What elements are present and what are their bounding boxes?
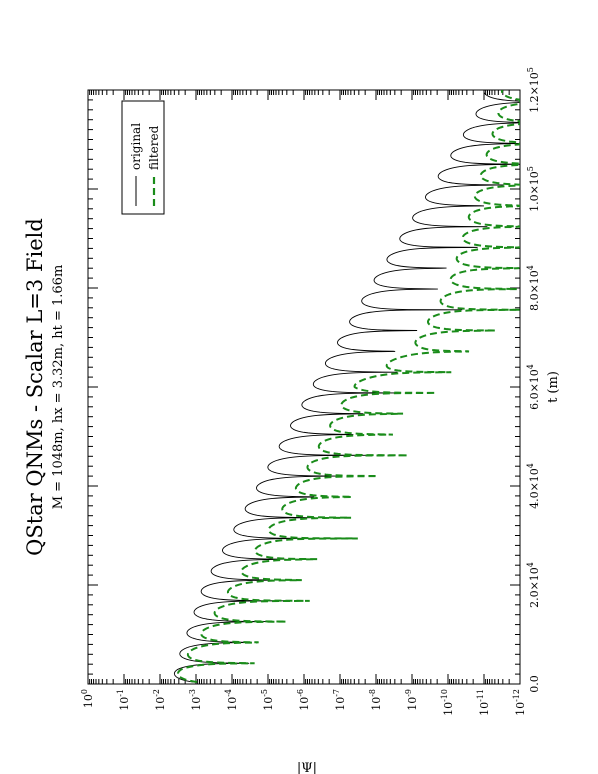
x-tick-label: 8.0×104 bbox=[526, 265, 541, 311]
y-tick-label: 10-8 bbox=[368, 689, 383, 711]
x-tick-label: 4.0×104 bbox=[526, 463, 541, 509]
legend-label-filtered: filtered bbox=[147, 125, 161, 170]
y-tick-label: 10-1 bbox=[116, 689, 131, 711]
x-tick-label: 2.0×104 bbox=[526, 562, 541, 608]
legend: original filtered bbox=[121, 100, 165, 215]
chart-title: QStar QNMs - Scalar L=3 Field bbox=[23, 218, 47, 556]
y-tick-label: 100 bbox=[80, 689, 95, 708]
series-layer bbox=[173, 90, 520, 684]
x-axis-label: t (m) bbox=[546, 371, 561, 403]
y-tick-label: 10-11 bbox=[476, 689, 491, 716]
y-tick-label: 10-12 bbox=[512, 689, 527, 716]
x-tick-label: 0.0 bbox=[528, 675, 541, 693]
tick-labels: 0.0 2.0×104 4.0×104 6.0×104 8.0×104 1.0×105 1.… bbox=[80, 67, 541, 716]
y-tick-label: 10-6 bbox=[296, 689, 311, 711]
y-tick-label: 10-5 bbox=[260, 689, 275, 711]
x-tick-label: 6.0×104 bbox=[526, 364, 541, 410]
y-tick-label: 10-3 bbox=[188, 689, 203, 711]
x-tick-label: 1.2×105 bbox=[526, 67, 541, 113]
y-tick-label: 10-9 bbox=[404, 689, 419, 711]
y-axis-label: |Ψ| bbox=[297, 761, 317, 774]
tick-marks bbox=[87, 89, 521, 685]
y-tick-label: 10-4 bbox=[224, 689, 239, 711]
series-line-original bbox=[173, 90, 520, 683]
y-tick-label: 10-10 bbox=[440, 689, 455, 716]
series-line-filtered bbox=[176, 90, 520, 684]
chart-subtitle: M = 1048m, hx = 3.32m, ht = 1.66m bbox=[51, 265, 66, 510]
legend-label-original: original bbox=[129, 123, 143, 170]
x-tick-label: 1.0×105 bbox=[526, 166, 541, 212]
y-tick-label: 10-7 bbox=[332, 689, 347, 711]
y-tick-label: 10-2 bbox=[152, 689, 167, 711]
legend-box bbox=[121, 100, 165, 215]
